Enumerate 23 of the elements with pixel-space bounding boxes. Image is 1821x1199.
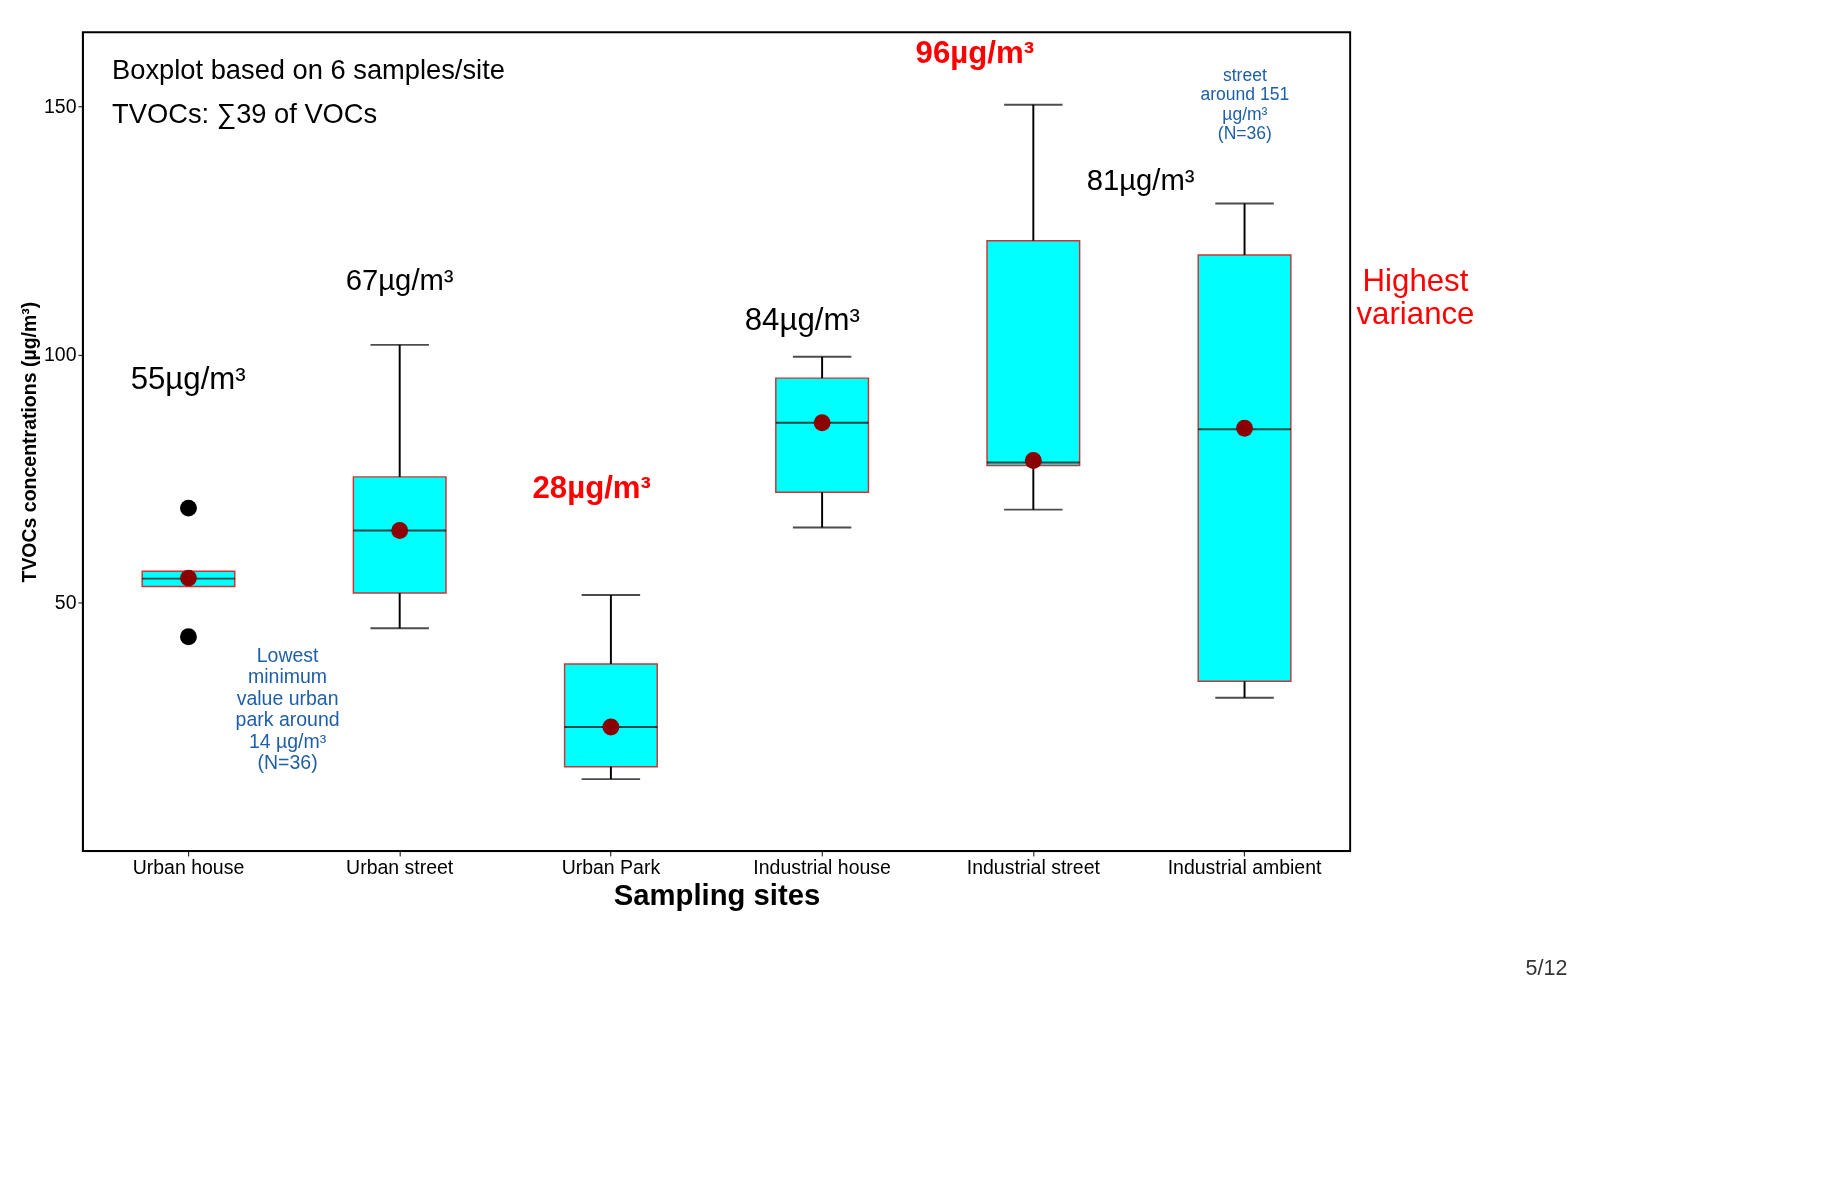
x-tick-label: Urban Park <box>561 855 661 878</box>
y-tick-label: 150 <box>44 94 77 117</box>
text: 5/12 <box>1525 955 1568 980</box>
y-tick-label: 100 <box>44 343 77 366</box>
annotation: 55µg/m³ <box>130 361 246 397</box>
annotation: 67µg/m³ <box>345 263 454 296</box>
x-tick-label: Industrial house <box>753 855 891 878</box>
x-tick-label: Urban house <box>132 855 245 878</box>
text: Highest variance <box>1356 262 1475 331</box>
x-tick-label: Industrial street <box>966 855 1101 878</box>
x-tick-label: Industrial ambient <box>1167 855 1323 878</box>
annotation: 81µg/m³ <box>1086 164 1195 197</box>
annotation: 96µg/m³ <box>915 35 1035 71</box>
annotation: 84µg/m³ <box>744 301 860 337</box>
annotation: Lowest minimum value urban park around 14 µg/m³ (N=36) <box>235 643 340 774</box>
x-axis-title: Sampling sites <box>613 879 821 912</box>
annotation: TVOCs: ∑39 of VOCs <box>112 97 378 129</box>
annotation: 28µg/m³ <box>532 470 651 506</box>
annotation: Boxplot based on 6 samples/site <box>112 54 505 86</box>
y-axis-title: TVOCs concentrations (µg/m³) <box>18 301 41 583</box>
y-tick-label: 50 <box>54 591 77 614</box>
annotation: street around 151 µg/m³ (N=36) <box>1200 64 1290 144</box>
x-tick-label: Urban street <box>346 855 454 878</box>
